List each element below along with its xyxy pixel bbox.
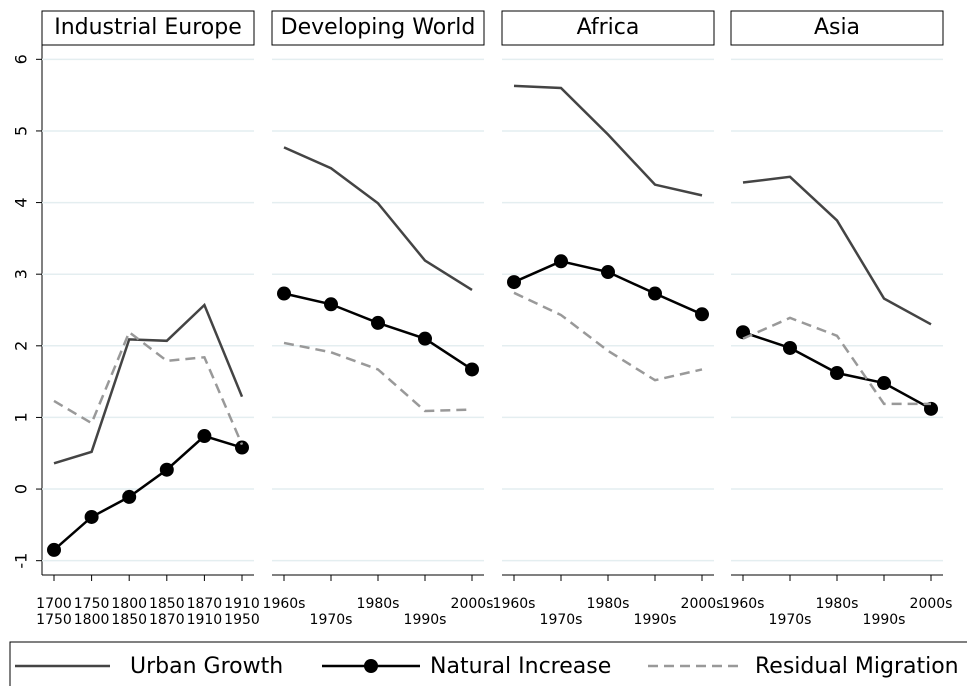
x-tick-label: 1960s (263, 596, 306, 612)
x-tick-label: 1750 (74, 596, 110, 612)
panel-title-box (730, 10, 944, 46)
data-point (277, 286, 291, 301)
panel-title-box (501, 10, 715, 46)
legend-box (9, 641, 967, 686)
panel-title-box (41, 10, 255, 46)
data-point (736, 325, 750, 340)
data-point (465, 362, 479, 377)
data-point (695, 307, 709, 322)
legend-label: Urban Growth (130, 654, 283, 679)
data-point (122, 489, 137, 504)
x-tick-label: 1970s (310, 612, 353, 628)
x-tick-label: 2000s (681, 596, 724, 612)
data-point (924, 401, 938, 416)
legend-label: Residual Migration (755, 654, 959, 679)
y-tick-label: 6 (12, 54, 31, 64)
x-tick-label: 1850 (111, 612, 147, 628)
x-tick-label: 1870 (149, 612, 185, 628)
x-tick-label: 2000s (910, 596, 953, 612)
x-tick-label: 1850 (149, 596, 185, 612)
legend-label: Natural Increase (430, 654, 611, 679)
x-tick-label: 1980s (357, 596, 400, 612)
x-tick-label: 1800 (74, 612, 110, 628)
x-tick-label: 1990s (863, 612, 906, 628)
x-tick-label: 1980s (587, 596, 630, 612)
series-line (53, 330, 244, 446)
data-point (371, 315, 385, 330)
data-point (877, 376, 891, 391)
series-line (283, 341, 473, 413)
x-tick-label: 1700 (36, 596, 72, 612)
y-tick-label: 1 (12, 412, 31, 422)
data-point (197, 429, 212, 444)
x-tick-label: 1910 (187, 612, 223, 628)
x-tick-label: 1960s (722, 596, 765, 612)
y-tick-label: 4 (12, 197, 31, 207)
series-line (742, 316, 931, 406)
x-tick-label: 1910 (224, 596, 260, 612)
data-point (159, 462, 174, 477)
y-tick-label: 0 (12, 484, 31, 494)
data-point (235, 440, 249, 455)
data-point (554, 254, 568, 269)
data-point (47, 542, 61, 557)
series-line (513, 84, 703, 197)
x-tick-label: 1990s (404, 612, 447, 628)
data-point (507, 275, 521, 290)
panel-title: Asia (814, 15, 860, 40)
legend-marker (364, 659, 378, 673)
series-line (742, 175, 932, 326)
y-tick-label: -1 (12, 553, 31, 569)
x-tick-label: 1970s (540, 612, 583, 628)
x-tick-label: 1980s (816, 596, 859, 612)
panel-title: Industrial Europe (54, 15, 242, 40)
series-line (513, 291, 703, 382)
x-tick-label: 2000s (451, 596, 494, 612)
x-tick-label: 1750 (36, 612, 72, 628)
panel-title: Africa (577, 15, 640, 40)
data-point (418, 331, 432, 346)
y-tick-label: 5 (12, 126, 31, 136)
data-point (324, 297, 338, 312)
data-point (830, 366, 844, 381)
x-tick-label: 1970s (769, 612, 812, 628)
data-point (648, 286, 662, 301)
x-tick-label: 1870 (187, 596, 223, 612)
y-tick-label: 2 (12, 341, 31, 351)
series-line (53, 434, 243, 551)
x-tick-label: 1950 (224, 612, 260, 628)
y-tick-label: 3 (12, 269, 31, 279)
series-line (283, 146, 473, 292)
data-point (84, 509, 99, 524)
x-tick-label: 1990s (634, 612, 677, 628)
x-tick-label: 1800 (111, 596, 147, 612)
panel-title: Developing World (281, 15, 476, 40)
panel-title-box (271, 10, 485, 46)
data-point (601, 265, 615, 280)
x-tick-label: 1960s (493, 596, 536, 612)
data-point (783, 340, 797, 355)
series-line (283, 292, 473, 371)
series-line (53, 302, 244, 465)
